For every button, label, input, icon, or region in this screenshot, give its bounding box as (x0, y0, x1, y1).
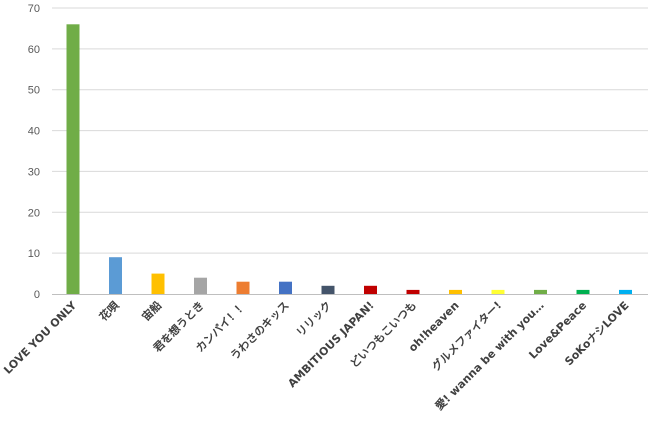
y-tick-label: 10 (28, 248, 40, 260)
bar (449, 289, 462, 294)
x-category-label: リリック (294, 299, 334, 339)
y-axis-tick-labels: 0 10 20 30 40 50 60 70 (28, 3, 40, 301)
x-category-label: 宙船 (139, 298, 164, 323)
bar (194, 277, 207, 294)
y-tick-label: 0 (34, 289, 40, 301)
bar (406, 289, 420, 294)
bar (236, 281, 250, 294)
bar (491, 289, 505, 294)
bar (279, 281, 292, 294)
x-category-label: LOVE YOU ONLY (1, 298, 80, 377)
x-category-label: グルメファイター! (429, 298, 504, 373)
bar (619, 289, 632, 294)
y-tick-label: 70 (28, 3, 40, 15)
bar (576, 289, 590, 294)
y-tick-label: 60 (28, 44, 40, 56)
bar (534, 289, 547, 294)
bar (151, 273, 165, 294)
bar (364, 285, 377, 294)
bar (109, 257, 122, 294)
y-tick-label: 20 (28, 207, 40, 219)
bar (321, 285, 335, 294)
x-category-label: 花唄 (96, 298, 121, 323)
y-tick-label: 50 (28, 85, 40, 97)
gridlines (52, 7, 648, 254)
bar (66, 24, 80, 295)
y-tick-label: 40 (28, 126, 40, 138)
bars (66, 24, 632, 295)
y-tick-label: 30 (28, 166, 40, 178)
